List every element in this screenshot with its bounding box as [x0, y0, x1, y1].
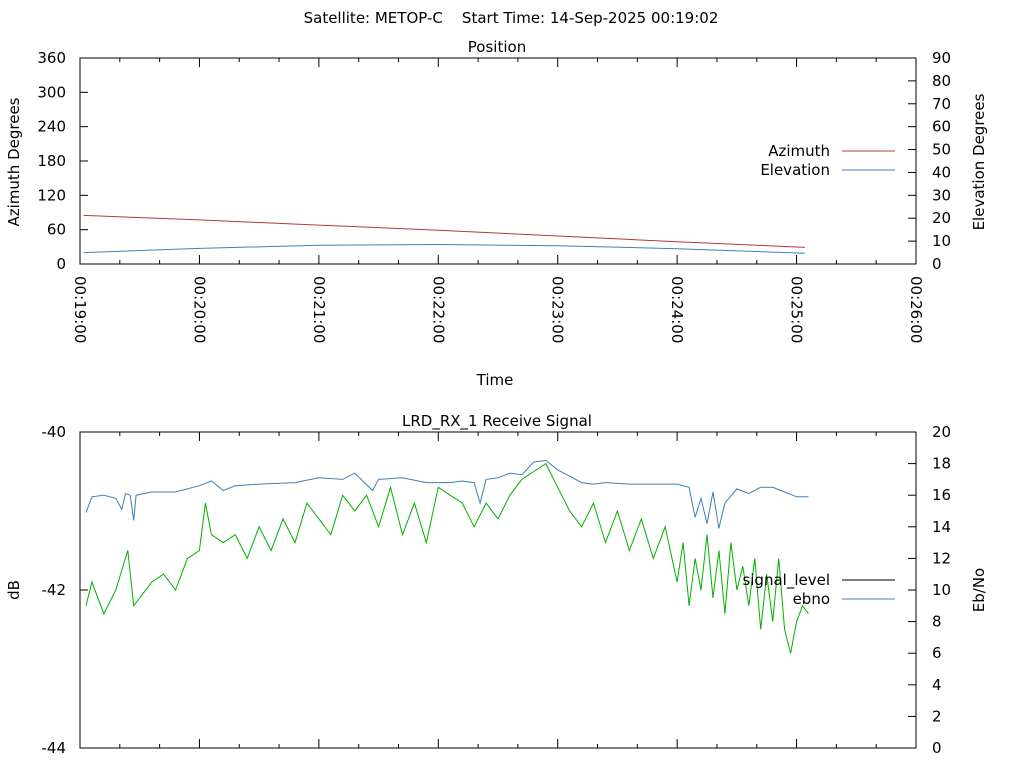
- position-x-axis-label: Time: [476, 371, 514, 389]
- series-line-ebno: [85, 459, 809, 529]
- x-axis-tick-label: 00:25:00: [788, 276, 806, 343]
- left-axis-tick-label: -44: [42, 739, 67, 757]
- position-chart-title: Position: [468, 38, 526, 56]
- right-axis-tick-label: 18: [932, 455, 951, 473]
- x-axis-tick-label: 00:22:00: [429, 276, 447, 343]
- right-axis-tick-label: 14: [932, 518, 951, 536]
- series-line-elevation: [83, 243, 805, 254]
- header-title: Satellite: METOP-C Start Time: 14-Sep-20…: [304, 9, 719, 27]
- right-axis-tick-label: 2: [932, 707, 942, 725]
- right-axis-tick-label: 16: [932, 486, 951, 504]
- position-panel: Position Time Azimuth Degrees Elevation …: [5, 38, 988, 389]
- right-axis-tick-label: 0: [932, 739, 942, 757]
- right-axis-tick-label: 4: [932, 676, 942, 694]
- right-axis-tick-label: 30: [932, 186, 951, 204]
- azimuth-axis-label: Azimuth Degrees: [5, 97, 23, 226]
- left-axis-tick-label: 0: [56, 255, 66, 273]
- series-line-series-2: [85, 462, 809, 654]
- right-axis-tick-label: 60: [932, 118, 951, 136]
- right-axis-tick-label: 0: [932, 255, 942, 273]
- db-axis-label: dB: [5, 580, 23, 600]
- left-axis-tick-label: 60: [47, 221, 66, 239]
- x-axis-tick-label: 00:19:00: [71, 276, 89, 343]
- signal-chart-title: LRD_RX_1 Receive Signal: [402, 412, 592, 431]
- right-axis-tick-label: 8: [932, 613, 942, 631]
- legend-label-ebno: ebno: [793, 590, 830, 608]
- left-axis-tick-label: -42: [42, 581, 67, 599]
- x-axis-tick-label: 00:21:00: [310, 276, 328, 343]
- right-axis-tick-label: 80: [932, 72, 951, 90]
- left-axis-tick-label: 360: [37, 49, 66, 67]
- left-axis-tick-label: 120: [37, 186, 66, 204]
- ebno-axis-label: Eb/No: [970, 568, 988, 612]
- right-axis-tick-label: 50: [932, 141, 951, 159]
- right-axis-tick-label: 90: [932, 49, 951, 67]
- right-axis-tick-label: 10: [932, 581, 951, 599]
- right-axis-tick-label: 20: [932, 209, 951, 227]
- legend-label-signal-level: signal_level: [742, 571, 830, 590]
- right-axis-tick-label: 6: [932, 644, 942, 662]
- right-axis-tick-label: 40: [932, 163, 951, 181]
- series-line-azimuth: [83, 214, 805, 248]
- x-axis-tick-label: 00:26:00: [907, 276, 925, 343]
- left-axis-tick-label: -40: [42, 423, 67, 441]
- receive-signal-panel: LRD_RX_1 Receive Signal dB Eb/No -40 -42 -…: [5, 412, 988, 757]
- left-axis-tick-label: 240: [37, 118, 66, 136]
- signal-plot-frame: [79, 431, 917, 749]
- right-axis-tick-label: 12: [932, 549, 951, 567]
- right-axis-tick-label: 20: [932, 423, 951, 441]
- legend-label-elevation: Elevation: [760, 161, 830, 179]
- x-axis-tick-label: 00:24:00: [668, 276, 686, 343]
- x-axis-tick-label: 00:20:00: [190, 276, 208, 343]
- signal-legend: signal_level ebno: [742, 571, 895, 608]
- left-axis-tick-label: 180: [37, 152, 66, 170]
- x-axis-tick-label: 00:23:00: [549, 276, 567, 343]
- left-axis-tick-label: 300: [37, 83, 66, 101]
- signal-lines: [85, 459, 809, 654]
- right-axis-tick-label: 10: [932, 232, 951, 250]
- elevation-axis-label: Elevation Degrees: [970, 93, 988, 230]
- legend-label-azimuth: Azimuth: [768, 142, 830, 160]
- right-axis-tick-label: 70: [932, 95, 951, 113]
